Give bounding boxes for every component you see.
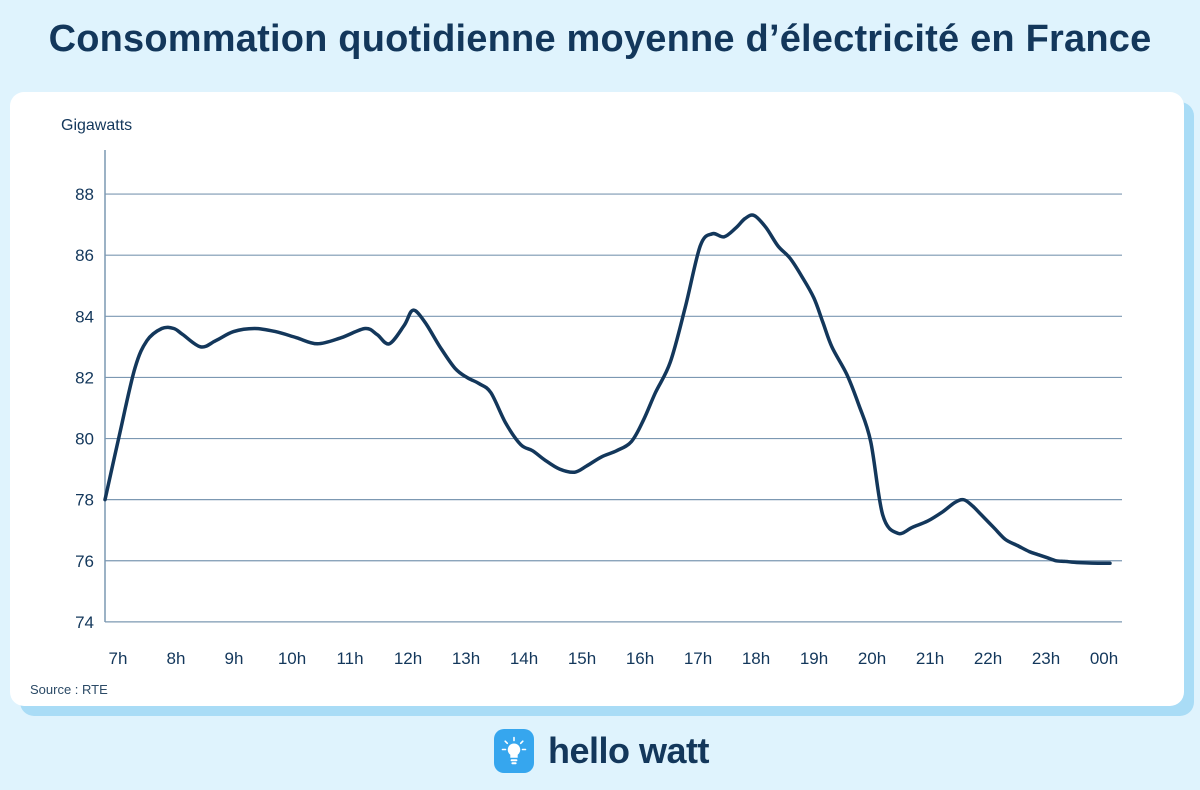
y-tick-label: 82 bbox=[75, 368, 94, 387]
x-tick-label: 00h bbox=[1090, 649, 1118, 668]
x-tick-label: 20h bbox=[858, 649, 886, 668]
series-line bbox=[103, 213, 1112, 565]
y-tick-label: 80 bbox=[75, 430, 94, 449]
x-tick-label: 21h bbox=[916, 649, 944, 668]
x-tick-label: 18h bbox=[742, 649, 770, 668]
y-axis-label: Gigawatts bbox=[61, 117, 132, 134]
x-tick-label: 13h bbox=[452, 649, 480, 668]
page-title: Consommation quotidienne moyenne d’élect… bbox=[48, 18, 1152, 60]
brand-logo[interactable]: hello watt bbox=[494, 727, 710, 775]
x-tick-label: 12h bbox=[394, 649, 422, 668]
lightbulb-icon bbox=[494, 729, 534, 773]
x-tick-label: 9h bbox=[225, 649, 244, 668]
x-tick-label: 19h bbox=[800, 649, 828, 668]
y-tick-label: 88 bbox=[75, 185, 94, 204]
x-tick-label: 17h bbox=[684, 649, 712, 668]
x-tick-label: 10h bbox=[278, 649, 306, 668]
x-tick-label: 22h bbox=[974, 649, 1002, 668]
x-tick-label: 7h bbox=[109, 649, 128, 668]
y-tick-label: 78 bbox=[75, 491, 94, 510]
x-tick-label: 16h bbox=[626, 649, 654, 668]
x-tick-label: 23h bbox=[1032, 649, 1060, 668]
x-tick-label: 15h bbox=[568, 649, 596, 668]
x-tick-label: 11h bbox=[336, 649, 363, 668]
source-note: Source : RTE bbox=[30, 682, 108, 697]
y-tick-label: 84 bbox=[75, 307, 94, 326]
brand-name: hello watt bbox=[548, 730, 710, 771]
x-tick-label: 8h bbox=[167, 649, 186, 668]
x-tick-label: 14h bbox=[510, 649, 538, 668]
y-tick-label: 76 bbox=[75, 552, 94, 571]
y-tick-label: 86 bbox=[75, 246, 94, 265]
y-tick-label: 74 bbox=[75, 613, 94, 632]
